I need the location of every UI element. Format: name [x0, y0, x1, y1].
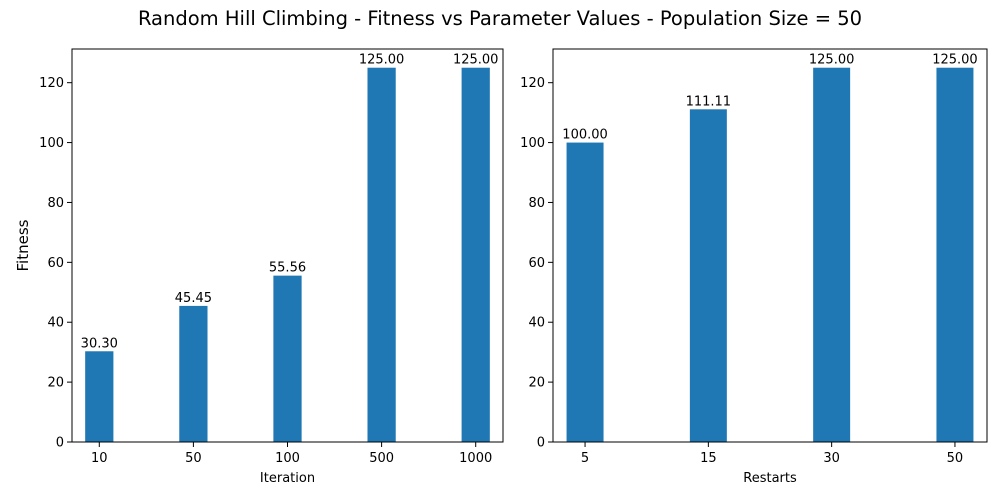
x-tick-label: 15: [700, 451, 717, 466]
y-tick-label: 40: [47, 316, 64, 331]
y-axis-label: Fitness: [14, 219, 32, 271]
x-tick-label: 1000: [459, 451, 492, 466]
x-tick-label: 50: [185, 451, 202, 466]
data-label: 125.00: [453, 53, 499, 68]
y-tick-label: 0: [56, 436, 64, 451]
figure-title: Random Hill Climbing - Fitness vs Parame…: [137, 7, 863, 30]
bar: [179, 305, 208, 442]
bar: [936, 67, 974, 442]
data-label: 55.56: [269, 261, 306, 276]
data-label: 125.00: [359, 53, 405, 68]
y-tick-label: 100: [520, 136, 545, 151]
y-tick-label: 120: [520, 76, 545, 91]
x-axis-label: Restarts: [743, 471, 797, 486]
data-label: 125.00: [932, 53, 978, 68]
data-label: 125.00: [809, 53, 855, 68]
data-label: 45.45: [175, 291, 212, 306]
data-label: 111.11: [686, 94, 732, 109]
y-tick-label: 20: [47, 376, 64, 391]
bar: [813, 67, 851, 442]
bar: [461, 67, 490, 442]
y-tick-label: 60: [47, 256, 64, 271]
y-tick-label: 120: [39, 76, 64, 91]
y-tick-label: 20: [528, 376, 545, 391]
bar: [566, 142, 604, 443]
bar: [689, 109, 727, 442]
y-tick-label: 0: [537, 436, 545, 451]
x-axis-label: Iteration: [260, 471, 315, 486]
y-tick-label: 80: [47, 196, 64, 211]
data-label: 100.00: [562, 128, 608, 143]
bar: [85, 351, 114, 442]
x-tick-label: 500: [369, 451, 394, 466]
bar: [273, 275, 302, 442]
x-tick-label: 50: [947, 451, 964, 466]
y-tick-label: 100: [39, 136, 64, 151]
x-tick-label: 5: [581, 451, 589, 466]
axes-frame: [552, 48, 988, 443]
bar: [367, 67, 396, 442]
y-tick-label: 40: [528, 316, 545, 331]
data-label: 30.30: [81, 336, 118, 351]
y-tick-label: 80: [528, 196, 545, 211]
x-tick-label: 30: [823, 451, 840, 466]
x-tick-label: 10: [91, 451, 108, 466]
x-tick-label: 100: [275, 451, 300, 466]
y-tick-label: 60: [528, 256, 545, 271]
